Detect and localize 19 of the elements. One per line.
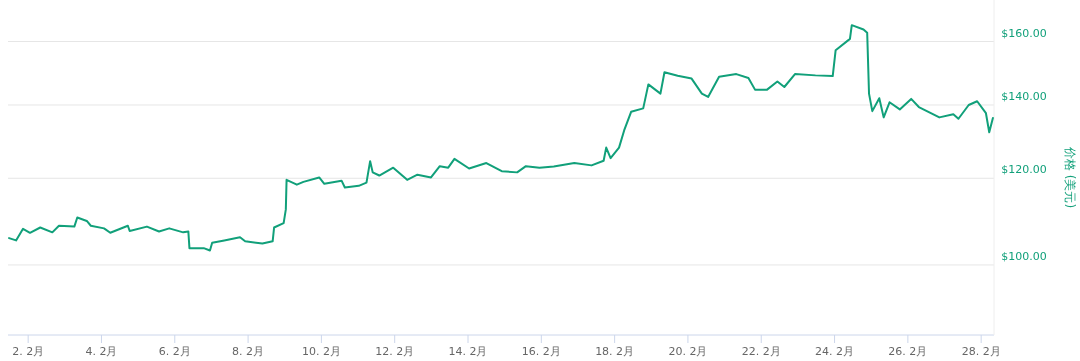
x-tick-label: 6. 2月 bbox=[158, 345, 191, 358]
x-tick-label: 16. 2月 bbox=[521, 345, 561, 358]
x-tick-label: 2. 2月 bbox=[12, 345, 45, 358]
y-tick-label: $140.00 bbox=[1001, 89, 1047, 103]
y-tick-label: $160.00 bbox=[1001, 26, 1047, 40]
y-tick-label: $120.00 bbox=[1001, 163, 1047, 177]
y-tick-label: $100.00 bbox=[1001, 249, 1047, 263]
x-tick-label: 18. 2月 bbox=[595, 345, 635, 358]
x-tick-label: 26. 2月 bbox=[888, 345, 928, 358]
x-tick-label: 8. 2月 bbox=[232, 345, 265, 358]
x-tick-label: 24. 2月 bbox=[815, 345, 855, 358]
x-tick-label: 20. 2月 bbox=[668, 345, 708, 358]
x-tick-label: 4. 2月 bbox=[85, 345, 118, 358]
x-tick-label: 14. 2月 bbox=[448, 345, 488, 358]
x-tick-label: 22. 2月 bbox=[741, 345, 781, 358]
x-tick-label: 28. 2月 bbox=[961, 345, 1001, 358]
y-axis-title: 价格 (美元) bbox=[1063, 145, 1077, 209]
x-tick-label: 12. 2月 bbox=[375, 345, 415, 358]
x-tick-label: 10. 2月 bbox=[301, 345, 341, 358]
